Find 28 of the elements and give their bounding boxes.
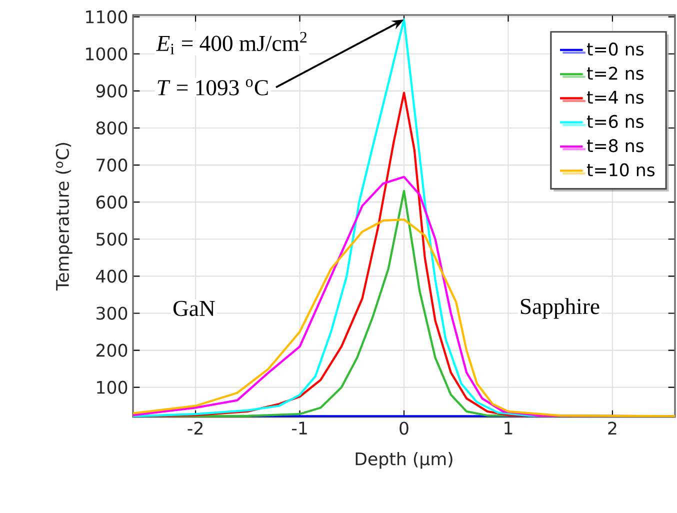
- y-tick-label: 200: [96, 344, 128, 357]
- annotation: T = 1093 $^{o}$C: [158, 79, 268, 96]
- x-tick-label: 1: [504, 422, 512, 434]
- y-tick-label: 100: [97, 380, 128, 394]
- y-tick-label: 800: [96, 121, 128, 135]
- x-axis-title: Depth (µm): [356, 452, 452, 469]
- y-tick-label: 1100: [86, 10, 128, 24]
- annotation: Sapphire: [520, 298, 600, 319]
- x-tick-label: -2: [188, 422, 202, 435]
- legend-label: t=6 ns: [586, 114, 644, 128]
- y-tick-label: 600: [96, 196, 128, 209]
- y-tick-label: 1000: [86, 47, 128, 60]
- legend-label: t=0 ns: [586, 42, 644, 56]
- x-tick-label: 0: [400, 422, 408, 435]
- annotation: E$_{i}$ = 400 mJ/cm$^{2}$: [156, 32, 306, 54]
- legend-label: t=8 ns: [586, 139, 644, 152]
- y-tick-label: 900: [96, 84, 128, 98]
- y-tick-label: 500: [96, 232, 128, 246]
- x-tick-label: 2: [608, 422, 616, 435]
- y-tick-label: 700: [96, 158, 128, 172]
- x-tick-label: -1: [292, 422, 307, 434]
- y-axis-title: Temperature ($^{o}$C): [56, 142, 72, 291]
- legend-label: t=2 ns: [586, 66, 644, 80]
- legend-label: t=10 ns: [586, 163, 655, 176]
- legend-label: t=4 ns: [586, 90, 644, 104]
- annotation: GaN: [173, 300, 215, 316]
- y-tick-label: 300: [96, 306, 128, 320]
- y-tick-label: 400: [96, 270, 128, 283]
